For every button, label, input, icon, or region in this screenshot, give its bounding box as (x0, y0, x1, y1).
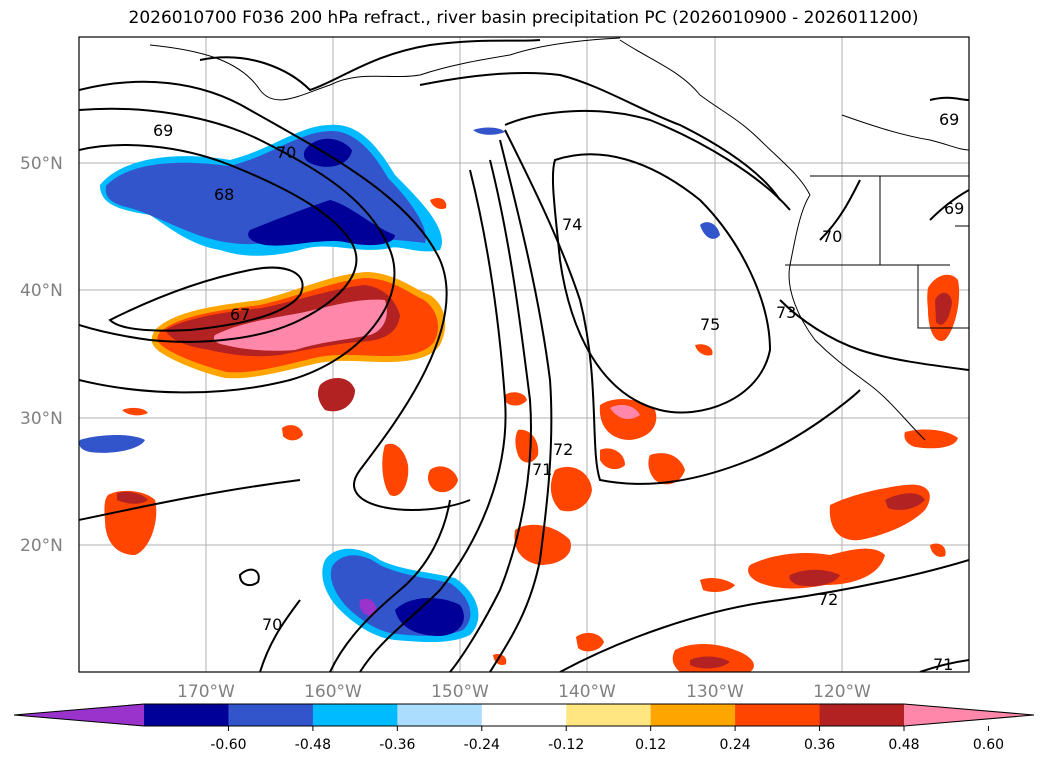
map-frame (78, 36, 970, 673)
lon-label-120w: 120°W (813, 682, 871, 702)
contour-label-70b: 70 (822, 227, 842, 246)
colorbar-tick-label: 0.36 (804, 737, 835, 753)
lon-label-130w: 130°W (686, 682, 744, 702)
contour-label-71b: 71 (933, 655, 953, 674)
lat-label-50: 50°N (20, 154, 63, 174)
colorbar-tick-label: -0.12 (548, 737, 584, 753)
contour-label-67: 67 (230, 305, 250, 324)
longitude-labels: 170°W 160°W 150°W 140°W 130°W 120°W (177, 682, 871, 702)
colorbar-tick-label: -0.60 (210, 737, 246, 753)
colorbar-tick-label: -0.48 (295, 737, 331, 753)
contour-label-73: 73 (776, 303, 796, 322)
contour-label-72a: 72 (553, 440, 573, 459)
contour-labels: 69 70 68 67 74 75 73 72 71 70 69 72 71 6… (153, 110, 964, 674)
contour-label-68: 68 (214, 185, 234, 204)
contour-label-72b: 72 (818, 590, 838, 609)
colorbar-low-extend (14, 704, 144, 726)
contour-label-69a: 69 (153, 121, 173, 140)
lat-label-20: 20°N (20, 536, 63, 556)
lat-label-30: 30°N (20, 409, 63, 429)
colorbar-tick-label: 0.60 (973, 737, 1004, 753)
colorbar-segment (144, 704, 229, 726)
negative-precip-regions (79, 124, 720, 643)
contour-label-71a: 71 (532, 460, 552, 479)
colorbar-segment (312, 704, 398, 726)
colorbar-tick-label: 0.48 (888, 737, 919, 753)
colorbar-tick-label: 0.24 (720, 737, 751, 753)
lon-label-150w: 150°W (431, 682, 489, 702)
contour-lines (79, 39, 969, 672)
map-title: 2026010700 F036 200 hPa refract., river … (128, 8, 919, 28)
contour-label-69b: 69 (939, 110, 959, 129)
colorbar-segment (566, 704, 652, 726)
colorbar-tick-label: 0.12 (635, 737, 666, 753)
lon-label-160w: 160°W (304, 682, 362, 702)
colorbar-segment (481, 704, 567, 726)
colorbar-outline (13, 703, 1035, 727)
lon-label-170w: 170°W (177, 682, 235, 702)
contour-label-70c: 70 (262, 615, 282, 634)
colorbar-segment (735, 704, 821, 726)
contour-label-75: 75 (700, 315, 720, 334)
colorbar-segment (819, 704, 905, 726)
latitude-labels: 50°N 40°N 30°N 20°N (20, 154, 63, 556)
colorbar-tick-label: -0.24 (464, 737, 500, 753)
colorbar-high-extend (904, 704, 1034, 726)
colorbar: -0.60 -0.48 -0.36 -0.24 -0.12 0.12 0.24 0.36 0.4… (13, 703, 1035, 753)
contour-label-69c: 69 (944, 199, 964, 218)
colorbar-segment (650, 704, 736, 726)
colorbar-segment (228, 704, 314, 726)
contour-label-74: 74 (562, 215, 582, 234)
colorbar-tick-label: -0.36 (379, 737, 415, 753)
lat-label-40: 40°N (20, 281, 63, 301)
colorbar-segment (397, 704, 483, 726)
lon-label-140w: 140°W (558, 682, 616, 702)
coastlines (149, 37, 969, 441)
contour-label-70a: 70 (276, 143, 296, 162)
